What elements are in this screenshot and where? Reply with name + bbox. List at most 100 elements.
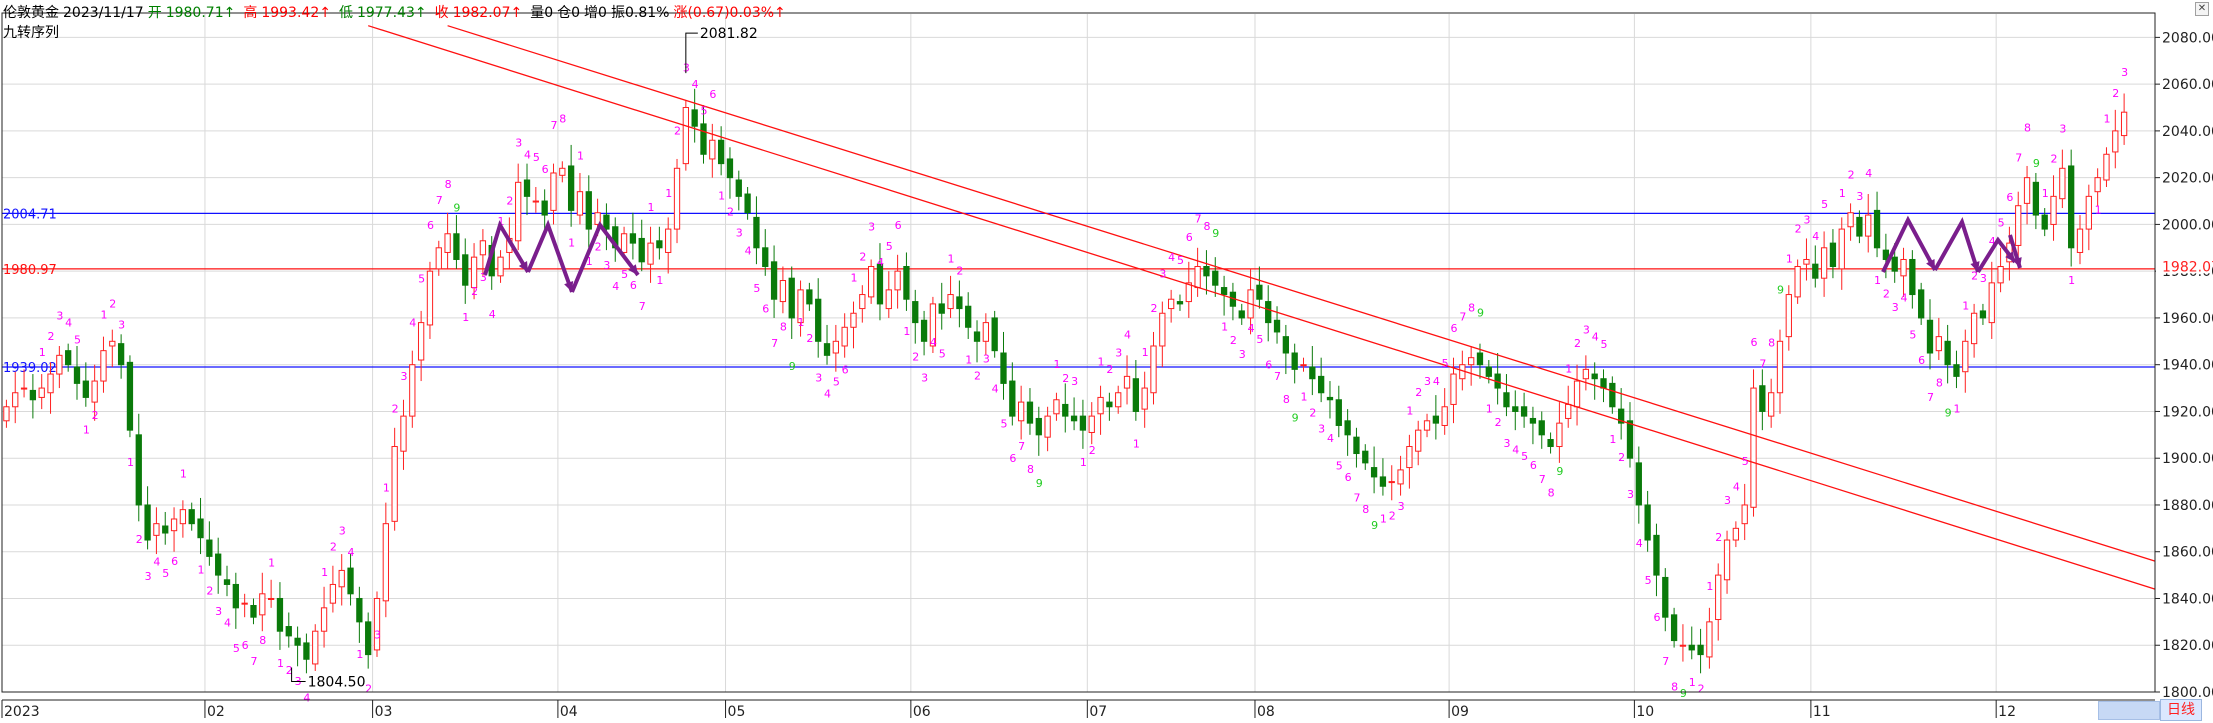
td-count: 1 <box>850 271 857 284</box>
up-candle <box>109 329 116 368</box>
down-candle <box>188 502 195 531</box>
down-candle <box>223 565 231 597</box>
down-candle <box>126 355 134 438</box>
down-candle <box>1000 331 1007 400</box>
y-tick-label: 1960.00 <box>2162 311 2213 327</box>
down-candle <box>1688 626 1695 660</box>
td-count: 9 <box>1777 283 1784 296</box>
down-candle <box>1609 376 1616 414</box>
up-candle <box>1900 247 1907 297</box>
td-count: 7 <box>1274 370 1281 383</box>
td-count: 5 <box>621 268 628 281</box>
scroll-thumb[interactable] <box>2098 701 2160 720</box>
td-count: 1 <box>462 311 469 324</box>
candle-body <box>56 354 63 375</box>
candle-body <box>1856 216 1863 237</box>
td-count: 1 <box>1609 433 1616 446</box>
candle-body <box>1538 420 1545 436</box>
td-count: 1 <box>1565 362 1572 375</box>
candle-body <box>1406 446 1413 469</box>
candle-body <box>1468 357 1475 366</box>
td-count: 5 <box>1442 357 1449 370</box>
td-count: 1 <box>2042 187 2049 200</box>
candle-body <box>744 193 751 214</box>
td-count: 9 <box>789 360 796 373</box>
up-candle <box>435 240 442 276</box>
candle-body <box>1979 310 1987 319</box>
down-candle <box>356 586 363 643</box>
candles <box>3 88 2128 674</box>
td-count: 2 <box>506 194 513 207</box>
td-count: 4 <box>745 245 752 258</box>
td-count: 5 <box>1000 417 1007 430</box>
candle-body <box>153 523 160 536</box>
td-count: 6 <box>842 363 849 376</box>
candle-body <box>409 364 416 417</box>
down-candle <box>691 88 698 143</box>
down-candle <box>1229 282 1237 321</box>
up-candle <box>1088 402 1095 445</box>
td-count: 8 <box>259 634 266 647</box>
td-count: 2 <box>2112 87 2119 100</box>
down-candle <box>117 334 125 379</box>
candle-body <box>1609 382 1616 408</box>
down-candle <box>347 554 354 606</box>
open-value: 1980.71↑ <box>165 5 236 21</box>
td-count: 9 <box>1371 519 1378 532</box>
volume-value: 量0 <box>530 5 554 21</box>
up-candle <box>179 500 187 538</box>
candle-body <box>2112 130 2119 153</box>
trend-lines <box>367 25 2156 590</box>
down-candle <box>1662 568 1669 632</box>
up-candle <box>1115 385 1122 414</box>
candle-body <box>515 181 522 242</box>
level-label: 1939.02 <box>3 361 57 376</box>
candle-body <box>867 265 875 298</box>
candle-body <box>709 139 716 160</box>
td-count: 1 <box>1706 580 1713 593</box>
down-candle <box>806 282 813 311</box>
close-icon[interactable]: ✕ <box>2195 2 2209 16</box>
up-candle <box>497 250 504 283</box>
candle-body <box>1626 420 1634 459</box>
td-count: 3 <box>145 570 152 583</box>
candle-body <box>73 366 81 384</box>
td-count: 3 <box>215 605 222 618</box>
y-tick-label: 1880.00 <box>2162 498 2213 514</box>
candle-body <box>1388 481 1395 484</box>
y-tick-label: 2020.00 <box>2162 171 2213 187</box>
candle-body <box>1768 392 1775 417</box>
up-candle <box>38 374 45 410</box>
candle-body <box>762 247 769 267</box>
candle-body <box>1159 312 1166 347</box>
candle-body <box>2094 177 2101 193</box>
td-count: 5 <box>1256 333 1263 346</box>
td-count: 9 <box>1680 687 1687 700</box>
td-count: 2 <box>48 330 55 343</box>
period-button[interactable]: 日线 <box>2160 699 2202 721</box>
candle-body <box>1785 294 1792 338</box>
down-candle <box>903 252 910 311</box>
td-count: 5 <box>700 104 707 117</box>
down-candle <box>303 633 310 674</box>
candle-body <box>726 158 734 179</box>
up-candle <box>1468 345 1475 386</box>
candle-body <box>1820 247 1828 279</box>
up-candle <box>1150 331 1157 405</box>
up-candle <box>1097 385 1104 435</box>
down-candle <box>1079 399 1087 449</box>
td-count: 7 <box>1018 440 1025 453</box>
candle-body <box>965 305 972 328</box>
candle-body <box>285 626 292 637</box>
td-count: 3 <box>1724 494 1731 507</box>
td-count: 6 <box>1265 359 1272 372</box>
candle-body <box>912 301 919 324</box>
candle-body <box>65 350 72 366</box>
arrow-zig <box>570 221 640 293</box>
td-count: 4 <box>409 317 416 330</box>
projection-arrows <box>483 215 2022 293</box>
candle-body <box>1318 375 1325 394</box>
candle-body <box>1476 352 1484 366</box>
candle-body <box>241 602 248 605</box>
down-candle <box>823 324 831 365</box>
